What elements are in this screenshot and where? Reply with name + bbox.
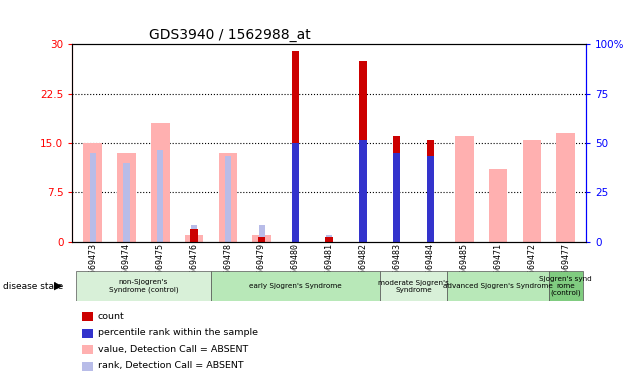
Bar <box>185 235 203 242</box>
Text: GSM569474: GSM569474 <box>122 243 131 288</box>
Bar <box>158 150 163 242</box>
Bar <box>117 153 136 242</box>
Text: GSM569485: GSM569485 <box>460 243 469 288</box>
Text: GSM569475: GSM569475 <box>156 243 165 288</box>
Bar <box>522 140 541 242</box>
Text: count: count <box>98 312 124 321</box>
Bar <box>326 237 333 242</box>
Text: non-Sjogren's
Syndrome (control): non-Sjogren's Syndrome (control) <box>108 279 178 293</box>
Bar <box>190 229 198 242</box>
Bar <box>292 51 299 242</box>
Bar <box>258 225 265 242</box>
Text: value, Detection Call = ABSENT: value, Detection Call = ABSENT <box>98 345 248 354</box>
Bar <box>393 153 401 242</box>
Text: GSM569472: GSM569472 <box>527 243 536 288</box>
Text: GSM569480: GSM569480 <box>291 243 300 288</box>
Text: moderate Sjogren's
Syndrome: moderate Sjogren's Syndrome <box>378 280 449 293</box>
Bar <box>359 140 367 242</box>
Bar <box>258 237 265 242</box>
Bar <box>89 153 96 242</box>
Bar <box>427 140 434 242</box>
Text: GSM569473: GSM569473 <box>88 243 97 288</box>
Text: GSM569479: GSM569479 <box>257 243 266 288</box>
Text: GSM569476: GSM569476 <box>190 243 198 288</box>
Text: GSM569481: GSM569481 <box>324 243 334 288</box>
Text: Sjogren's synd
rome
(control): Sjogren's synd rome (control) <box>539 276 592 296</box>
Bar <box>253 235 271 242</box>
FancyBboxPatch shape <box>211 271 380 301</box>
Text: GSM569484: GSM569484 <box>426 243 435 288</box>
Bar <box>225 156 231 242</box>
Text: rank, Detection Call = ABSENT: rank, Detection Call = ABSENT <box>98 361 243 371</box>
Bar <box>489 169 507 242</box>
FancyBboxPatch shape <box>76 271 211 301</box>
Bar <box>556 133 575 242</box>
FancyBboxPatch shape <box>380 271 447 301</box>
Text: GSM569482: GSM569482 <box>358 243 367 288</box>
Bar <box>292 143 299 242</box>
Bar <box>427 156 434 242</box>
Text: percentile rank within the sample: percentile rank within the sample <box>98 328 258 338</box>
Text: GSM569478: GSM569478 <box>224 243 232 288</box>
Bar <box>191 225 197 242</box>
FancyBboxPatch shape <box>549 271 583 301</box>
Text: GSM569477: GSM569477 <box>561 243 570 288</box>
Text: early Sjogren's Syndrome: early Sjogren's Syndrome <box>249 283 341 289</box>
Bar <box>326 235 332 242</box>
Text: disease state: disease state <box>3 281 64 291</box>
Bar <box>455 136 474 242</box>
Bar <box>359 61 367 242</box>
Bar <box>83 143 102 242</box>
Text: GDS3940 / 1562988_at: GDS3940 / 1562988_at <box>149 28 311 42</box>
Bar <box>393 136 401 242</box>
Text: ▶: ▶ <box>54 281 63 291</box>
Text: GSM569483: GSM569483 <box>392 243 401 288</box>
Bar <box>219 153 237 242</box>
Text: GSM569471: GSM569471 <box>493 243 503 288</box>
Bar <box>123 163 130 242</box>
Bar <box>151 123 169 242</box>
Text: advanced Sjogren's Syndrome: advanced Sjogren's Syndrome <box>443 283 553 289</box>
FancyBboxPatch shape <box>447 271 549 301</box>
